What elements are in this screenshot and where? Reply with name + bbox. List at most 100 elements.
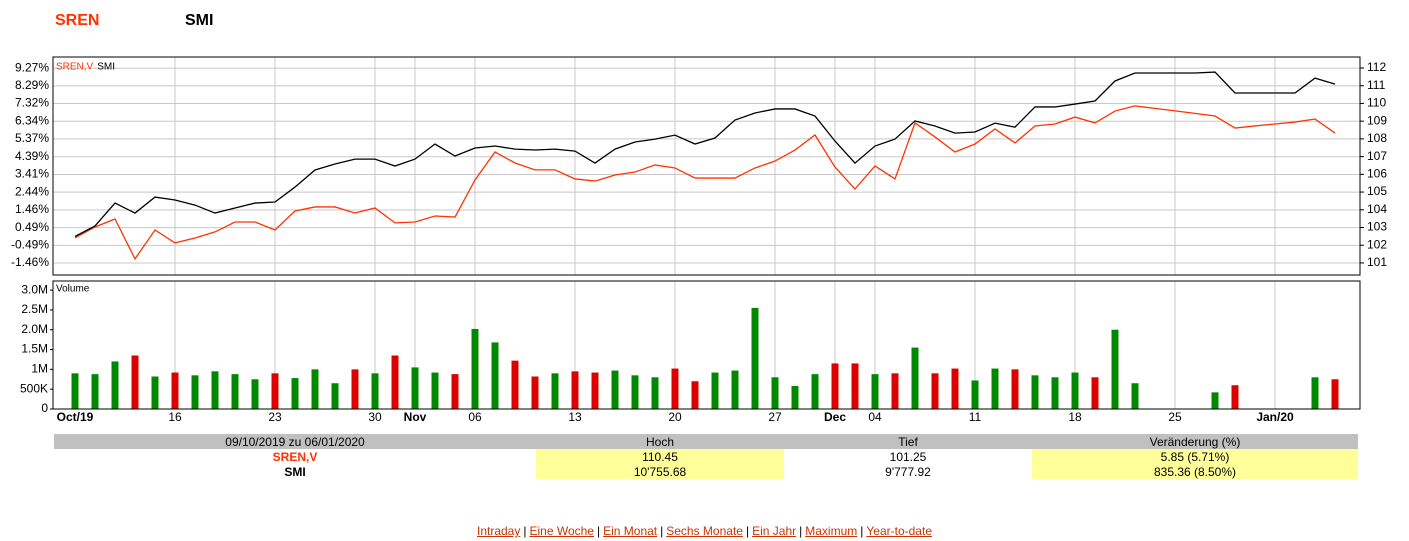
period-link[interactable]: Maximum <box>805 524 858 538</box>
volume-bar <box>751 307 759 409</box>
y2-tick-label: 112 <box>1367 60 1386 74</box>
volume-bar <box>251 379 259 409</box>
x-tick-label: 16 <box>168 410 182 424</box>
y-tick-label: 500K <box>20 381 48 395</box>
period-link[interactable]: Sechs Monate <box>666 524 743 538</box>
x-tick-label: 27 <box>768 410 782 424</box>
volume-bar <box>311 369 319 409</box>
volume-bar <box>1211 392 1219 409</box>
volume-bar <box>1091 377 1099 409</box>
volume-bar <box>591 372 599 409</box>
volume-bar <box>871 374 879 409</box>
y-tick-label: 2.5M <box>21 302 48 316</box>
volume-bar <box>1311 377 1319 409</box>
volume-bar <box>991 368 999 409</box>
header-cell: Veränderung (%) <box>1032 434 1358 449</box>
plot-frame <box>52 280 1361 410</box>
x-tick-label: 13 <box>568 410 582 424</box>
volume-bar <box>291 378 299 409</box>
y2-tick-label: 101 <box>1367 255 1387 269</box>
volume-bar <box>691 381 699 409</box>
x-tick-label: 20 <box>668 410 682 424</box>
link-separator: | <box>523 524 527 538</box>
volume-bar <box>911 347 919 409</box>
x-tick-label: 04 <box>868 410 882 424</box>
y2-tick-label: 107 <box>1367 149 1387 163</box>
volume-bar <box>891 373 899 409</box>
cell: 110.45 <box>536 449 784 464</box>
volume-bar <box>411 367 419 409</box>
link-separator: | <box>799 524 803 538</box>
volume-bar <box>1131 383 1139 409</box>
period-link[interactable]: Eine Woche <box>529 524 594 538</box>
volume-bar <box>931 373 939 409</box>
volume-bar <box>951 368 959 409</box>
volume-bar <box>191 375 199 409</box>
x-tick-label: 23 <box>268 410 282 424</box>
row-label: SREN,V <box>272 449 318 464</box>
y-tick-label: 9.27% <box>15 60 49 74</box>
summary-table: 09/10/2019 zu 06/01/2020 Hoch Tief Verän… <box>54 434 1358 479</box>
x-tick-label: 11 <box>969 410 982 424</box>
y2-tick-label: 108 <box>1367 131 1387 145</box>
volume-bar <box>331 383 339 409</box>
volume-bar <box>771 377 779 409</box>
volume-bar <box>111 361 119 409</box>
y-tick-label: 3.41% <box>15 167 49 181</box>
volume-bar <box>471 328 479 409</box>
volume-bar <box>491 342 499 409</box>
volume-bar <box>91 374 99 409</box>
volume-bar <box>1111 329 1119 409</box>
period-link[interactable]: Ein Jahr <box>752 524 797 538</box>
y-tick-label: 5.37% <box>15 131 49 145</box>
header-cell: 09/10/2019 zu 06/01/2020 <box>54 434 536 449</box>
cell: 9'777.92 <box>885 464 931 479</box>
y-tick-label: 0.49% <box>15 220 49 234</box>
volume-bar <box>571 371 579 409</box>
y2-tick-label: 103 <box>1367 220 1387 234</box>
x-tick-label: 25 <box>1168 410 1182 424</box>
volume-title: Volume <box>56 284 90 295</box>
symbol: SREN <box>55 12 100 29</box>
volume-bar <box>671 368 679 409</box>
y2-tick-label: 104 <box>1367 202 1387 216</box>
period-link[interactable]: Intraday <box>477 524 521 538</box>
y-tick-label: 0 <box>41 401 48 415</box>
volume-bar <box>351 369 359 409</box>
period-link[interactable]: Ein Monat <box>603 524 658 538</box>
volume-bar <box>971 380 979 409</box>
volume-bar <box>511 360 519 409</box>
volume-bar <box>211 371 219 409</box>
y-tick-label: 1.46% <box>15 202 49 216</box>
period-link[interactable]: Year-to-date <box>866 524 932 538</box>
charts: -1.46% -0.49% 0.49% 1.46% 2.44% 3.41% 4.39% 5.3… <box>11 56 1387 424</box>
volume-bar <box>171 372 179 409</box>
volume-bar <box>1051 377 1059 409</box>
y2-tick-label: 102 <box>1367 237 1387 251</box>
volume-bar <box>551 373 559 409</box>
volume-bar <box>711 372 719 409</box>
cell: 101.25 <box>889 449 927 464</box>
row-label: SMI <box>284 464 306 479</box>
x-tick-label: Dec <box>824 410 846 424</box>
plot-frame <box>52 56 1361 276</box>
x-tick-label: Nov <box>404 410 427 424</box>
volume-bar <box>451 374 459 409</box>
price-line <box>74 71 1336 238</box>
volume-bar <box>651 377 659 409</box>
x-tick-label: Jan/20 <box>1256 410 1294 424</box>
table-header: 09/10/2019 zu 06/01/2020 Hoch Tief Verän… <box>54 434 1358 449</box>
link-separator: | <box>745 524 750 538</box>
volume-bar <box>611 370 619 409</box>
cell: 10'755.68 <box>536 464 784 479</box>
legend-entry: SMI <box>97 62 115 73</box>
cell: 835.36 (8.50%) <box>1032 464 1358 479</box>
volume-bar <box>1011 369 1019 409</box>
table-row: SREN,V 110.45 101.25 5.85 (5.71%) <box>54 449 1358 464</box>
link-separator: | <box>860 524 864 538</box>
header-cell: Tief <box>784 434 1032 449</box>
x-tick-label: 30 <box>368 410 382 424</box>
volume-bar <box>1231 385 1239 409</box>
y2-tick-label: 105 <box>1367 184 1387 198</box>
